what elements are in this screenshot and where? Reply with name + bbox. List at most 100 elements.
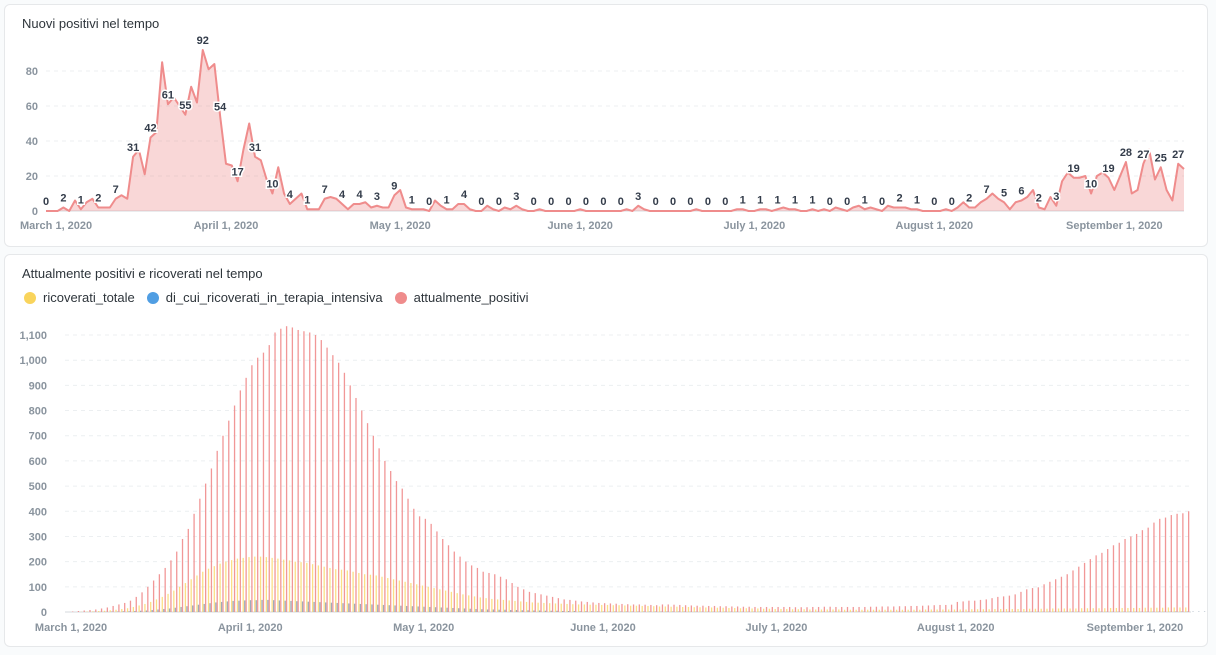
bar-terapia-intensiva: [440, 607, 442, 612]
bar-attualmente-positivi: [453, 551, 455, 612]
bar-ricoverati-totale: [1121, 607, 1123, 612]
data-label: 5: [1001, 187, 1007, 199]
x-tick-label: July 1, 2020: [723, 220, 785, 232]
bar-terapia-intensiva: [278, 600, 281, 612]
bar-attualmente-positivi: [401, 488, 403, 612]
bar-attualmente-positivi: [887, 606, 889, 612]
bar-ricoverati-totale: [1075, 608, 1077, 612]
bar-ricoverati-totale: [722, 607, 724, 612]
data-label: 0: [478, 196, 484, 208]
bar-attualmente-positivi: [135, 596, 137, 612]
bar-attualmente-positivi: [806, 607, 808, 612]
bar-ricoverati-totale: [745, 608, 747, 612]
bar-terapia-intensiva: [643, 611, 645, 612]
bar-ricoverati-totale: [259, 556, 262, 612]
bar-ricoverati-totale: [855, 609, 857, 612]
bar-ricoverati-totale: [682, 606, 684, 612]
data-label: 2: [896, 193, 902, 205]
bar-attualmente-positivi: [528, 591, 531, 612]
data-label: 3: [513, 191, 519, 203]
bar-terapia-intensiva: [452, 607, 454, 612]
bar-ricoverati-totale: [491, 598, 493, 612]
bar-terapia-intensiva: [319, 602, 321, 612]
bar-ricoverati-totale: [1086, 608, 1089, 612]
bar-attualmente-positivi: [869, 606, 872, 612]
bar-ricoverati-totale: [971, 609, 973, 612]
data-label: 1: [740, 194, 746, 206]
bar-ricoverati-totale: [398, 580, 400, 612]
bar-terapia-intensiva: [284, 600, 286, 612]
bar-ricoverati-totale: [340, 569, 343, 612]
bar-ricoverati-totale: [444, 590, 447, 612]
bar-terapia-intensiva: [122, 611, 124, 612]
bar-ricoverati-totale: [1034, 608, 1037, 612]
legend-dot-icon: [394, 291, 407, 304]
bar-ricoverati-totale: [1098, 608, 1100, 612]
data-label: 42: [144, 123, 156, 135]
chart-title[interactable]: Attualmente positivi e ricoverati nel te…: [22, 266, 263, 281]
bar-attualmente-positivi: [592, 602, 594, 612]
y-tick-label: 500: [29, 481, 47, 493]
bar-ricoverati-totale: [572, 604, 574, 612]
bar-ricoverati-totale: [710, 607, 713, 612]
bar-terapia-intensiva: [301, 601, 304, 612]
bar-ricoverati-totale: [890, 609, 892, 612]
legend-item-ricoverati-totale[interactable]: ricoverati_totale: [24, 290, 135, 305]
bar-ricoverati-totale: [739, 608, 742, 612]
bar-attualmente-positivi: [511, 583, 513, 612]
bar-terapia-intensiva: [197, 604, 200, 612]
bar-ricoverati-totale: [1046, 608, 1048, 612]
bar-attualmente-positivi: [1130, 536, 1132, 612]
data-label: 7: [322, 184, 328, 196]
bar-attualmente-positivi: [1066, 574, 1068, 612]
bar-attualmente-positivi: [152, 580, 155, 612]
data-label: 4: [461, 189, 468, 201]
bar-ricoverati-totale: [728, 607, 730, 612]
bar-attualmente-positivi: [523, 589, 525, 612]
bar-attualmente-positivi: [841, 606, 843, 612]
legend-item-attualmente-positivi[interactable]: attualmente_positivi: [394, 290, 529, 305]
bar-terapia-intensiva: [226, 601, 229, 612]
y-tick-label: 700: [29, 431, 47, 443]
bar-terapia-intensiva: [215, 602, 217, 612]
bar-ricoverati-totale: [1011, 608, 1013, 612]
bar-ricoverati-totale: [450, 591, 453, 612]
bar-ricoverati-totale: [364, 574, 366, 612]
bar-ricoverati-totale: [311, 564, 314, 612]
bar-ricoverati-totale: [277, 558, 279, 612]
bar-attualmente-positivi: [875, 606, 878, 612]
bar-attualmente-positivi: [1089, 559, 1091, 612]
bar-attualmente-positivi: [233, 405, 236, 612]
bar-ricoverati-totale: [577, 604, 580, 612]
bar-attualmente-positivi: [1020, 591, 1022, 612]
bar-ricoverati-totale: [421, 585, 424, 612]
bar-attualmente-positivi: [603, 603, 606, 612]
data-label: 31: [249, 142, 261, 154]
bar-ricoverati-totale: [768, 608, 771, 612]
bar-terapia-intensiva: [267, 599, 269, 612]
bar-attualmente-positivi: [985, 599, 987, 612]
bar-ricoverati-totale: [381, 576, 383, 612]
bar-attualmente-positivi: [835, 606, 837, 612]
bar-terapia-intensiva: [261, 599, 263, 612]
bar-attualmente-positivi: [898, 606, 901, 612]
bar-attualmente-positivi: [465, 561, 467, 612]
bar-attualmente-positivi: [569, 599, 571, 612]
data-label: 2: [60, 193, 66, 205]
bar-attualmente-positivi: [534, 593, 536, 612]
bar-attualmente-positivi: [1124, 538, 1126, 612]
data-label: 1: [792, 194, 798, 206]
bar-ricoverati-totale: [103, 610, 106, 612]
bar-ricoverati-totale: [924, 609, 927, 612]
data-label: 1: [862, 194, 868, 206]
bar-ricoverati-totale: [92, 611, 94, 612]
bar-attualmente-positivi: [632, 604, 635, 612]
bar-attualmente-positivi: [881, 606, 883, 612]
bar-terapia-intensiva: [521, 610, 523, 612]
bar-attualmente-positivi: [852, 606, 854, 612]
legend-label: attualmente_positivi: [413, 290, 529, 305]
bar-ricoverati-totale: [86, 611, 88, 612]
legend-item-terapia-intensiva[interactable]: di_cui_ricoverati_in_terapia_intensiva: [146, 290, 383, 305]
chart-title[interactable]: Nuovi positivi nel tempo: [22, 16, 160, 31]
bar-terapia-intensiva: [562, 610, 564, 612]
